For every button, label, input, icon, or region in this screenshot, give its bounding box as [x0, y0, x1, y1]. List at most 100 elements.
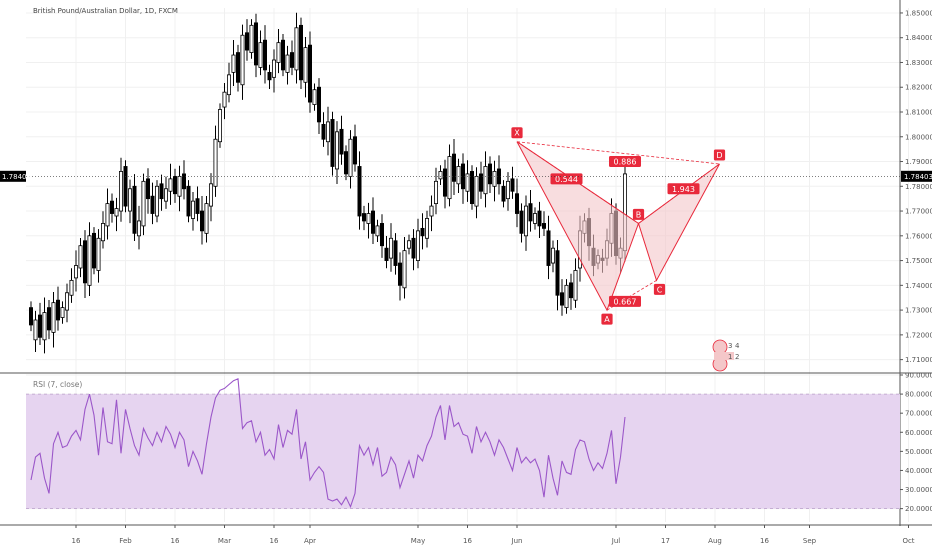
- candle: [159, 174, 164, 211]
- time-tick-label: Jul: [611, 537, 621, 545]
- candle-body: [262, 39, 267, 71]
- pattern-ratio-label-bg: [609, 156, 641, 168]
- pattern-ratio-line: [516, 141, 720, 165]
- candle-body: [515, 193, 520, 214]
- candle: [78, 238, 83, 278]
- candle-body: [186, 185, 191, 217]
- candle-body: [370, 210, 375, 234]
- candle: [276, 29, 281, 74]
- candle: [546, 215, 551, 280]
- candle: [303, 36, 308, 98]
- candle-body: [222, 91, 227, 108]
- candle-body: [154, 185, 159, 217]
- candle: [366, 202, 371, 239]
- candle: [420, 213, 425, 250]
- candle-body: [294, 27, 299, 71]
- candle: [114, 197, 119, 232]
- candle: [316, 78, 321, 135]
- candle-body: [429, 205, 434, 217]
- candle: [442, 159, 447, 209]
- candle: [438, 165, 443, 186]
- time-tick-label: Feb: [119, 537, 132, 545]
- candle: [181, 160, 186, 200]
- candle-body: [69, 279, 74, 296]
- candle: [258, 30, 263, 76]
- candle-body: [519, 210, 524, 234]
- candle-body: [33, 319, 38, 341]
- candle: [339, 115, 344, 165]
- candle: [222, 83, 227, 120]
- pattern-ratio-label: 0.667: [609, 295, 641, 307]
- candle-body: [145, 178, 150, 200]
- candle-body: [114, 208, 119, 217]
- candle: [375, 219, 380, 242]
- harmonic-pattern[interactable]: X A B C D 0.544 0.886 1.943 0.667: [511, 127, 726, 325]
- candle-body: [60, 307, 65, 318]
- candle: [253, 13, 258, 78]
- candle: [515, 178, 520, 228]
- candle-body: [74, 265, 79, 279]
- candle-body: [235, 52, 240, 83]
- candle: [83, 230, 88, 298]
- candle: [501, 180, 506, 208]
- candle: [551, 240, 556, 273]
- candle: [307, 31, 312, 113]
- candle: [87, 222, 92, 296]
- candle: [92, 227, 97, 275]
- candle: [352, 124, 357, 172]
- harmonic-pattern-icon[interactable]: 3 41 2: [712, 339, 740, 372]
- pattern-point-a: A: [601, 313, 613, 325]
- candle-body: [447, 156, 452, 200]
- pattern-ratio-label-bg: [550, 173, 583, 185]
- candle-body: [487, 163, 492, 185]
- candle: [564, 279, 569, 314]
- candle-body: [339, 128, 344, 155]
- candle-body: [195, 198, 200, 214]
- candle: [204, 195, 209, 243]
- candle: [33, 310, 38, 352]
- candle-body: [38, 314, 43, 338]
- time-tick-label: May: [411, 537, 425, 545]
- candle: [119, 157, 124, 222]
- candle-body: [105, 203, 110, 227]
- candle: [569, 273, 574, 310]
- candle-body: [388, 237, 393, 259]
- candle-body: [204, 203, 209, 234]
- pattern-point-c-bg: [653, 283, 666, 295]
- price-axis: 1.85000 1.84000 1.83000 1.82000 1.81000 1.800…: [900, 9, 932, 364]
- candle-body: [528, 203, 533, 222]
- candle: [186, 180, 191, 223]
- candle-body: [280, 39, 285, 71]
- pattern-point-c: C: [653, 283, 666, 295]
- candle: [469, 165, 474, 210]
- candle-body: [285, 54, 290, 73]
- candle-body: [96, 237, 101, 271]
- candle-body: [298, 24, 303, 81]
- candle: [505, 172, 510, 211]
- time-tick-label: Aug: [708, 537, 722, 545]
- last-price-label-left: 1.78403: [2, 173, 31, 181]
- price-tick-label: 1.78000: [905, 183, 932, 191]
- candle-body: [110, 200, 115, 214]
- candle-body: [424, 218, 429, 239]
- candle: [433, 167, 438, 215]
- candle: [397, 252, 402, 301]
- candle: [294, 12, 299, 84]
- price-tick-label: 1.75000: [905, 257, 932, 265]
- candle: [519, 203, 524, 243]
- candle: [136, 205, 141, 250]
- price-tick-label: 1.81000: [905, 109, 932, 117]
- candle-body: [384, 247, 389, 261]
- candle: [456, 158, 461, 193]
- candle-body: [289, 52, 294, 68]
- candle: [271, 49, 276, 93]
- pattern-ratio-label-bg: [667, 183, 700, 195]
- candle-body: [379, 223, 384, 247]
- last-price-label-right: 1.78403: [904, 173, 932, 181]
- price-tick-label: 1.73000: [905, 307, 932, 315]
- candle: [298, 17, 303, 89]
- candle-body: [240, 34, 245, 86]
- candle: [51, 292, 56, 348]
- price-tick-label: 1.74000: [905, 282, 932, 290]
